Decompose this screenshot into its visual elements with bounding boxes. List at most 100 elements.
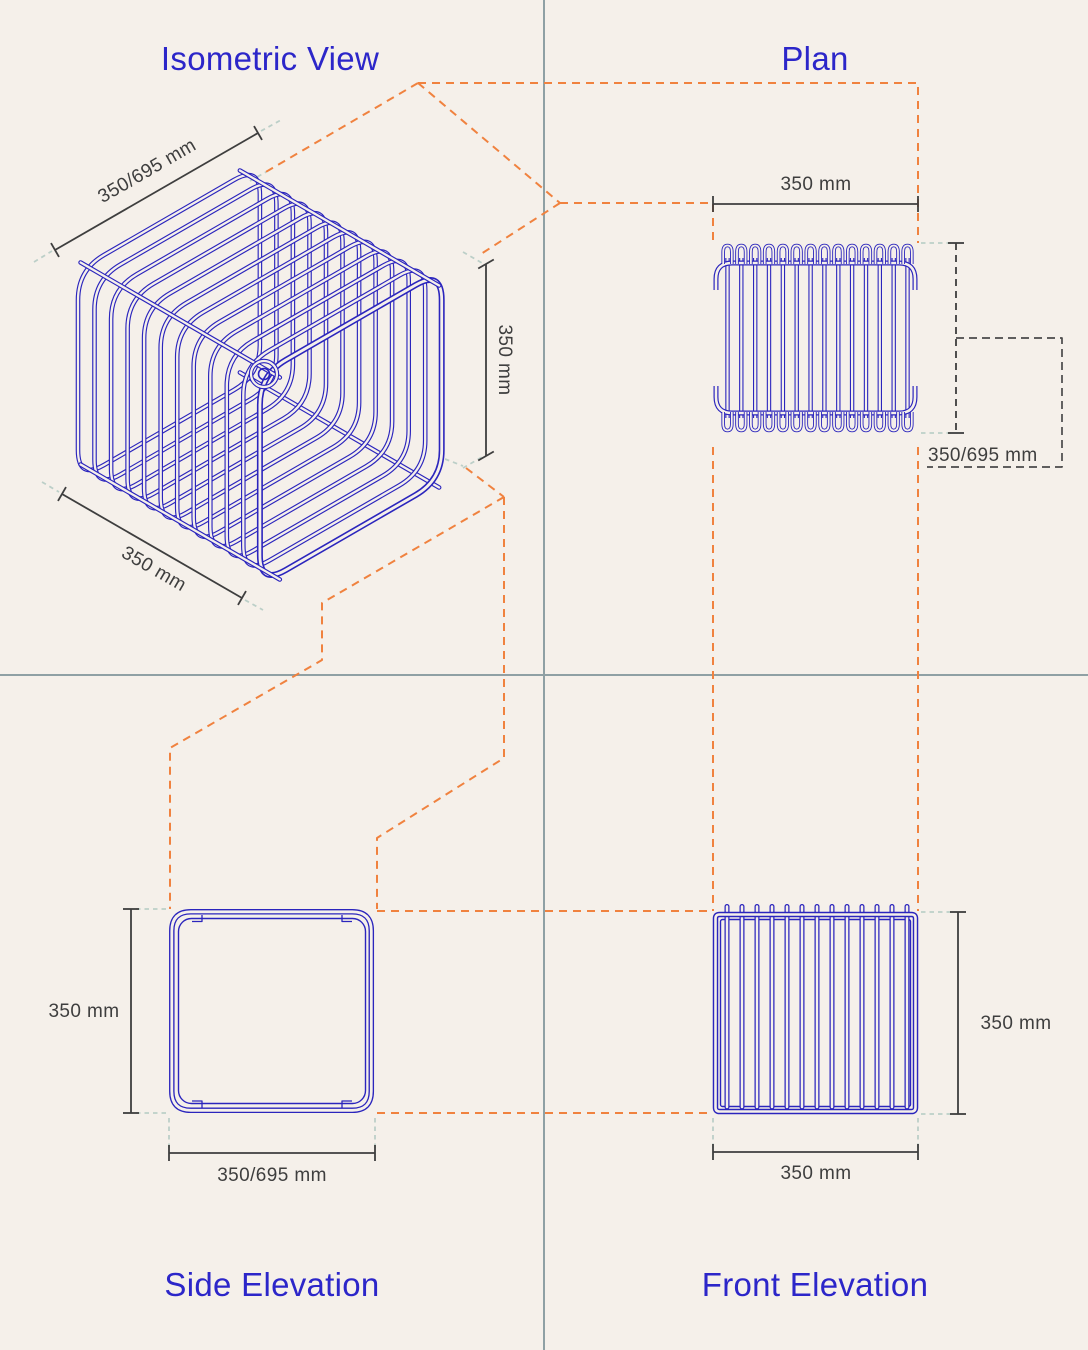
plan-wire-bend-top-core [888,244,899,264]
plan-wire-bend-bottom-core [722,412,733,432]
projection-line [480,202,561,255]
extension-line [462,456,483,469]
iso-wire-loop-core [109,193,295,491]
side-outer-loop-core [170,910,373,1112]
plan-wire-bend-bottom-core [874,412,885,432]
dimension-lines [50,125,966,1161]
projection-line [560,202,714,243]
side-width-dim-label: 350/695 mm [217,1165,327,1186]
projection-line [169,496,505,909]
plan-top-rail-core [714,261,917,290]
iso-width-dim-label: 350 mm [118,542,190,596]
front-height-dim-label: 350 mm [980,1013,1051,1034]
iso-wire-loop-core [209,250,394,548]
plan-wire-bend-top-core [777,244,789,264]
plan-wire-bend-top-core [722,244,733,264]
plan-wire-bend-top-core [736,244,747,264]
iso-wire-loop-core [242,269,427,567]
plan-depth-callout [927,337,1063,468]
plan-wire-bend-top-core [805,244,816,264]
iso-height-dim-tick [477,258,495,270]
side-inner-loop [177,917,367,1105]
plan-wire-bend-bottom-core [763,412,775,432]
plan-wire-bend-bottom-core [750,412,761,432]
plan-wire-bend-top-core [763,244,775,264]
iso-width-dim [61,493,243,599]
extension-line [444,458,464,467]
dimension-labels: 350/695 mm 350 mm 350 mm 350 mm 350/695 … [48,135,1051,1186]
projection-line [418,82,919,243]
iso-wire-loop-core [176,231,361,529]
plan-width-dim-label: 350 mm [780,174,851,195]
extension-line [33,250,53,263]
extension-line [41,481,60,493]
side-height-dim-label: 350 mm [48,1001,119,1022]
side-elevation-title: Side Elevation [164,1266,380,1303]
plan-wire-bend-bottom-core [833,412,844,432]
plan-wire-bend-bottom-core [777,412,789,432]
iso-height-dim-tick [477,450,495,462]
plan-drawing [713,243,918,433]
plan-wire-bend-top-core [902,244,913,264]
plan-wire-bend-top-core [860,244,872,264]
iso-wire-loop-core [192,240,377,538]
projection-line [465,467,505,498]
plan-wire-bend-top-core [750,244,761,264]
plan-wire-bend-top-core [833,244,844,264]
extension-line [462,251,483,264]
extension-line [244,599,264,611]
plan-wire-bend-top-core [846,244,858,264]
plan-wire-bend-bottom-core [791,412,802,432]
iso-wire-loop-core [225,259,410,557]
side-outer-loop [169,909,375,1114]
iso-depth-dim [54,132,259,251]
plan-bottom-rail [713,386,918,416]
front-elevation-title: Front Elevation [701,1266,929,1303]
plan-wire-bend-bottom-core [902,412,913,432]
front-outer-frame-core [714,913,917,1113]
iso-width-dim-tick [237,590,247,606]
front-width-dim-label: 350 mm [780,1163,851,1184]
plan-depth-dim-label: 350/695 mm [928,445,1038,466]
extension-lines [33,119,954,1148]
plan-wire-bend-top-core [874,244,885,264]
isometric-view-title: Isometric View [160,40,380,77]
isometric-drawing [75,168,445,582]
front-elevation-drawing [712,904,919,1115]
plan-view-title: Plan [781,40,849,77]
iso-rail-top-back-core [238,169,441,287]
iso-depth-dim-tick [253,125,263,141]
projection-line [417,82,561,204]
side-elevation-drawing [169,909,375,1114]
plan-wire-bend-bottom-core [860,412,872,432]
iso-wire-end-curl-core [249,359,279,389]
iso-width-dim-tick [57,486,67,502]
side-corner-wire-end [341,1100,352,1108]
projection-line [263,82,419,174]
plan-wire-bend-bottom-core [846,412,858,432]
iso-rail-bottom-front-core [79,463,281,581]
side-corner-wire-end [192,915,203,923]
depth-callout-outline [927,337,1063,468]
extension-line [260,119,282,132]
plan-top-rail [713,260,918,290]
plan-wire-bend-bottom-core [805,412,816,432]
iso-depth-dim-tick [50,242,60,258]
iso-rail-top-front-core [79,261,281,379]
iso-wire-loop-core [258,278,444,577]
projection-line [376,497,505,909]
iso-rail-bottom-back-core [238,371,441,489]
side-corner-wire-end [341,915,352,923]
plan-wire-bend-top-core [819,244,830,264]
iso-wire-loop-core [159,221,344,519]
iso-height-dim-label: 350 mm [494,324,515,395]
plan-wire-bend-top-core [791,244,802,264]
plan-wire-bend-bottom-core [819,412,830,432]
plan-wire-bend-bottom-core [888,412,899,432]
plan-bottom-rail-core [714,386,917,415]
iso-wire-loop-core [142,212,328,510]
projection-lines [169,82,919,1114]
